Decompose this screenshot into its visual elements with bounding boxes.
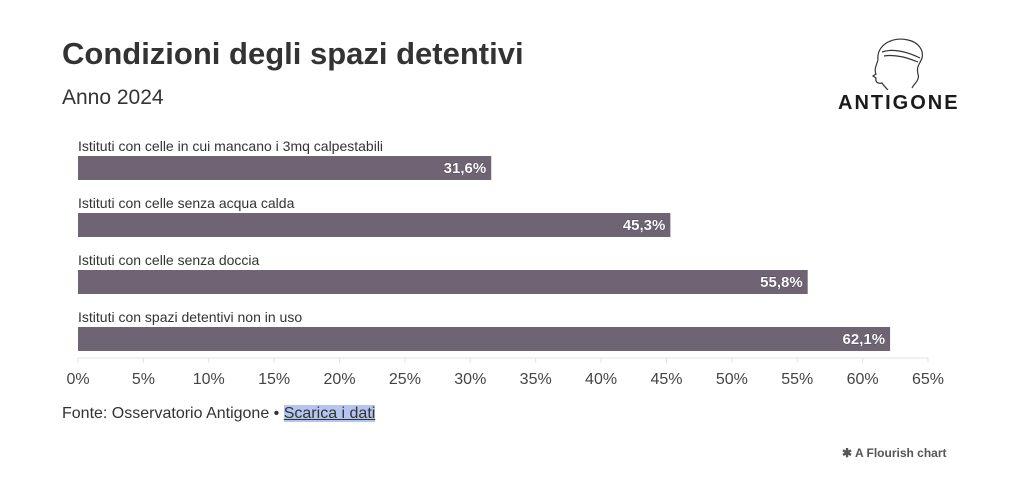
x-tick-label: 65% xyxy=(912,371,944,388)
category-label: Istituti con celle senza doccia xyxy=(78,252,260,268)
x-tick-label: 50% xyxy=(716,371,748,388)
x-tick-label: 45% xyxy=(650,371,682,388)
logo-text: ANTIGONE xyxy=(838,92,960,114)
head-profile-icon xyxy=(871,38,923,91)
bar xyxy=(78,327,891,351)
x-tick-label: 35% xyxy=(520,371,552,388)
value-label: 62,1% xyxy=(843,331,886,348)
download-data-link[interactable]: Scarica i dati xyxy=(283,405,376,422)
x-tick-label: 60% xyxy=(847,371,879,388)
value-label: 31,6% xyxy=(444,160,487,177)
antigone-logo: ANTIGONE xyxy=(838,30,960,120)
value-label: 55,8% xyxy=(760,274,803,291)
source-text: Fonte: Osservatorio Antigone • xyxy=(62,405,280,422)
chart-title: Condizioni degli spazi detentivi xyxy=(62,36,524,71)
bar xyxy=(78,270,808,294)
category-label: Istituti con celle in cui mancano i 3mq … xyxy=(78,138,383,154)
bar xyxy=(78,156,492,180)
x-tick-label: 40% xyxy=(585,371,617,388)
x-tick-label: 25% xyxy=(389,371,421,388)
x-tick-label: 10% xyxy=(193,371,225,388)
x-tick-label: 55% xyxy=(781,371,813,388)
x-tick-label: 5% xyxy=(132,371,155,388)
x-tick-label: 0% xyxy=(66,371,89,388)
category-label: Istituti con spazi detentivi non in uso xyxy=(78,309,302,325)
x-tick-label: 20% xyxy=(324,371,356,388)
value-label: 45,3% xyxy=(623,217,666,234)
bar xyxy=(78,213,671,237)
chart-subtitle: Anno 2024 xyxy=(62,86,164,109)
x-tick-label: 15% xyxy=(258,371,290,388)
source-note: Fonte: Osservatorio Antigone • Scarica i… xyxy=(62,405,376,423)
category-label: Istituti con celle senza acqua calda xyxy=(78,195,295,211)
flourish-credit[interactable]: ✱ A Flourish chart xyxy=(842,446,947,460)
x-tick-label: 30% xyxy=(454,371,486,388)
